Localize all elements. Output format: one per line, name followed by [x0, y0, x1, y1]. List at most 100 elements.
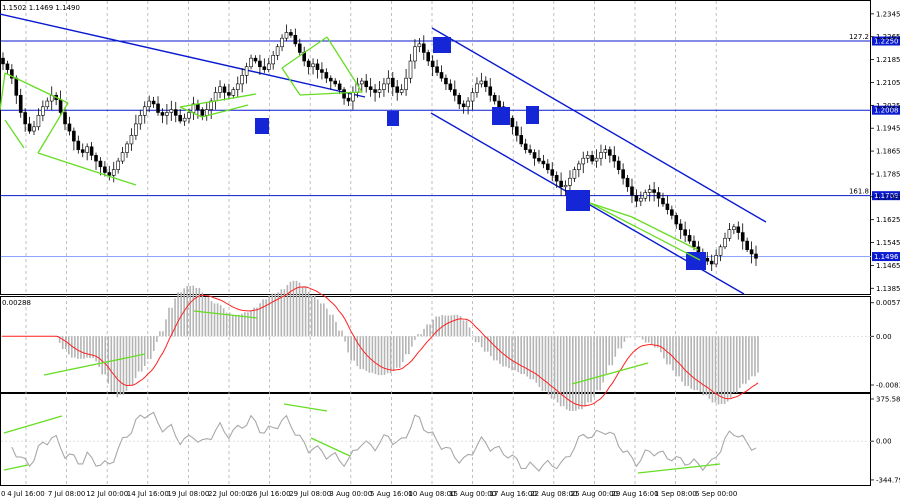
divergence-lines [0, 36, 701, 261]
price-label: 1.1945 [876, 125, 900, 133]
divergence-line [281, 36, 328, 69]
time-label: 19 Jul 08:00 [167, 490, 209, 498]
time-label: 10 Aug 08:00 [408, 490, 455, 498]
candle-body [36, 115, 41, 128]
candle-body [266, 63, 271, 70]
candle-body [421, 43, 426, 53]
candle-body [546, 163, 550, 170]
candle-body [665, 203, 670, 210]
cci-label: 0.00 [876, 438, 892, 446]
divergence-line [201, 104, 249, 118]
candle-body [683, 229, 687, 236]
candle-body [568, 177, 572, 186]
candle-body [523, 143, 528, 150]
candle-body [244, 66, 249, 76]
candle-body [271, 55, 275, 65]
candle-body [408, 60, 413, 79]
candle-body [608, 149, 612, 156]
candle-body [559, 180, 563, 188]
trend-channel [0, 13, 767, 295]
candle-body [528, 149, 532, 153]
candle-body [160, 112, 165, 116]
candle-body [430, 60, 435, 68]
channel-upper [431, 27, 767, 223]
candle-body [262, 66, 267, 70]
candle-body [740, 232, 745, 242]
cci-label: -344.798 [876, 476, 900, 484]
candle-body [674, 215, 679, 225]
candle-body [351, 92, 355, 102]
candle-body [709, 260, 714, 265]
candle-body [488, 86, 493, 96]
macd-indicator: 0.00572 0.00 -0.00831 [1, 280, 900, 412]
candle-body [204, 109, 209, 116]
candle-body [639, 197, 643, 202]
macd-header: 0.00288 [2, 299, 31, 307]
time-label: 26 Jul 16:00 [249, 490, 291, 498]
candle-body [594, 157, 599, 162]
candle-body [368, 86, 373, 90]
candle-body [563, 185, 568, 188]
price-label: 1.1545 [876, 239, 900, 247]
candle-body [165, 112, 169, 116]
marker-box [255, 118, 269, 134]
time-label: 1 Sep 08:00 [654, 490, 696, 498]
candle-body [187, 112, 191, 119]
price-label: 1.1705 [876, 193, 900, 201]
candle-body [461, 103, 466, 108]
cci-divergence [310, 437, 351, 457]
price-label: 1.1865 [876, 148, 900, 156]
candle-body [550, 169, 555, 176]
candle-body [661, 197, 665, 205]
candle-body [572, 169, 577, 179]
candle-body [41, 106, 45, 116]
cci-divergence [3, 415, 63, 434]
candle-body [634, 195, 639, 202]
candle-body [89, 146, 94, 156]
candle-body [444, 77, 448, 85]
candle-body [532, 152, 537, 159]
price-label: 1.2345 [876, 10, 900, 18]
candlesticks [1, 24, 758, 271]
candle-body [178, 115, 182, 122]
time-label: 14 Jul 16:00 [127, 490, 169, 498]
candle-body [116, 160, 120, 170]
level-tag-text: 1.1709 [874, 192, 899, 200]
candle-body [404, 77, 408, 90]
candle-body [10, 69, 14, 79]
candle-body [142, 106, 147, 116]
candle-body [275, 46, 280, 56]
candle-body [736, 226, 741, 233]
candle-body [377, 89, 382, 93]
candle-body [745, 240, 749, 250]
time-label: 22 Aug 08:00 [530, 490, 577, 498]
candle-body [227, 92, 231, 96]
candle-body [647, 189, 652, 193]
marker-box [492, 107, 510, 125]
cci-line [11, 411, 757, 472]
candle-body [76, 140, 81, 150]
macd-signal-line [2, 286, 759, 407]
time-label: 17 Aug 16:00 [490, 490, 537, 498]
price-header: 1.1502 1.1469 1.1490 [2, 4, 80, 12]
marker-box [566, 190, 590, 211]
candle-body [652, 189, 656, 193]
divergence-line [326, 36, 363, 93]
candle-body [120, 152, 125, 162]
candle-body [554, 175, 559, 182]
divergence-line [37, 152, 137, 186]
candle-body [466, 100, 470, 108]
candle-body [14, 77, 19, 96]
candle-body [749, 249, 754, 255]
macd-divergence [43, 353, 146, 376]
macd-label: -0.00831 [876, 382, 900, 390]
cci-panel-frame [0, 393, 871, 486]
cci-divergence [637, 463, 721, 474]
candle-body [390, 77, 395, 88]
time-label: 12 Jul 00:00 [86, 490, 128, 498]
candle-body [754, 253, 758, 259]
divergence-line [281, 67, 301, 96]
vertical-grid [25, 1, 717, 485]
